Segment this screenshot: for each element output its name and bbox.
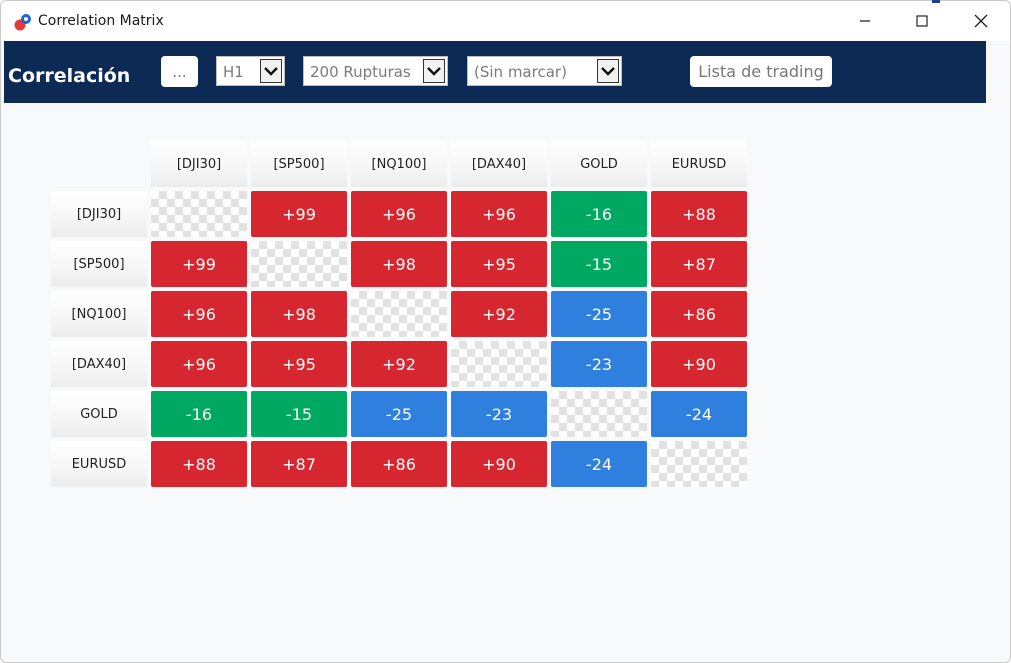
correlation-cell[interactable]: +99 <box>251 191 347 237</box>
window-title: Correlation Matrix <box>38 13 164 29</box>
row-header: GOLD <box>51 391 147 437</box>
correlation-cell[interactable]: +99 <box>151 241 247 287</box>
correlation-cell[interactable]: +90 <box>451 441 547 487</box>
correlation-cell[interactable]: +96 <box>151 341 247 387</box>
diagonal-cell[interactable] <box>351 291 447 337</box>
diagonal-cell[interactable] <box>551 391 647 437</box>
correlation-cell[interactable]: +95 <box>451 241 547 287</box>
correlation-cell[interactable]: +86 <box>351 441 447 487</box>
toolbar: Correlación ... H1 200 Rupturas (Sin mar… <box>4 41 986 103</box>
correlation-cell[interactable]: +88 <box>151 441 247 487</box>
row-header: [DJI30] <box>51 191 147 237</box>
column-header: [DJI30] <box>151 141 247 187</box>
close-icon <box>974 14 988 28</box>
correlation-cell[interactable]: +96 <box>451 191 547 237</box>
column-header: [SP500] <box>251 141 347 187</box>
correlation-cell[interactable]: -25 <box>551 291 647 337</box>
correlation-cell[interactable]: +87 <box>651 241 747 287</box>
title-bar: Correlation Matrix <box>1 1 1010 41</box>
correlation-cell[interactable]: -15 <box>251 391 347 437</box>
correlation-cell[interactable]: +86 <box>651 291 747 337</box>
correlation-cell[interactable]: +87 <box>251 441 347 487</box>
correlation-cell[interactable]: +98 <box>351 241 447 287</box>
correlation-cell[interactable]: +96 <box>351 191 447 237</box>
timeframe-select[interactable]: H1 <box>216 56 285 86</box>
correlation-cell[interactable]: +92 <box>351 341 447 387</box>
column-header: GOLD <box>551 141 647 187</box>
correlation-cell[interactable]: -24 <box>651 391 747 437</box>
timeframe-value: H1 <box>223 63 244 81</box>
correlation-cell[interactable]: +90 <box>651 341 747 387</box>
row-header: [NQ100] <box>51 291 147 337</box>
correlation-cell[interactable]: -23 <box>451 391 547 437</box>
diagonal-cell[interactable] <box>251 241 347 287</box>
more-button[interactable]: ... <box>161 56 198 87</box>
breakouts-select[interactable]: 200 Rupturas <box>303 56 448 86</box>
correlation-cell[interactable]: +88 <box>651 191 747 237</box>
chevron-down-icon[interactable] <box>597 59 619 83</box>
column-header: [NQ100] <box>351 141 447 187</box>
maximize-icon <box>916 15 928 27</box>
diagonal-cell[interactable] <box>651 441 747 487</box>
correlation-cell[interactable]: -16 <box>551 191 647 237</box>
row-header: [SP500] <box>51 241 147 287</box>
chevron-down-icon[interactable] <box>423 59 445 83</box>
row-header: EURUSD <box>51 441 147 487</box>
minimize-icon <box>860 20 870 22</box>
flag-icon <box>932 0 940 3</box>
column-header: [DAX40] <box>451 141 547 187</box>
row-header: [DAX40] <box>51 341 147 387</box>
chevron-down-icon[interactable] <box>260 59 282 83</box>
mark-value: (Sin marcar) <box>474 63 567 81</box>
correlation-cell[interactable]: -23 <box>551 341 647 387</box>
maximize-button[interactable] <box>899 1 945 41</box>
correlation-cell[interactable]: +95 <box>251 341 347 387</box>
app-dots-icon <box>14 14 31 31</box>
correlation-cell[interactable]: +96 <box>151 291 247 337</box>
breakouts-value: 200 Rupturas <box>310 63 411 81</box>
correlation-cell[interactable]: +92 <box>451 291 547 337</box>
diagonal-cell[interactable] <box>451 341 547 387</box>
correlation-cell[interactable]: -25 <box>351 391 447 437</box>
trading-list-button[interactable]: Lista de trading <box>690 56 832 87</box>
correlation-cell[interactable]: +98 <box>251 291 347 337</box>
mark-select[interactable]: (Sin marcar) <box>467 56 622 86</box>
correlation-cell[interactable]: -16 <box>151 391 247 437</box>
minimize-button[interactable] <box>842 1 888 41</box>
correlation-cell[interactable]: -15 <box>551 241 647 287</box>
correlation-cell[interactable]: -24 <box>551 441 647 487</box>
diagonal-cell[interactable] <box>151 191 247 237</box>
brand-title: Correlación <box>8 65 131 87</box>
column-header: EURUSD <box>651 141 747 187</box>
close-button[interactable] <box>958 1 1004 41</box>
